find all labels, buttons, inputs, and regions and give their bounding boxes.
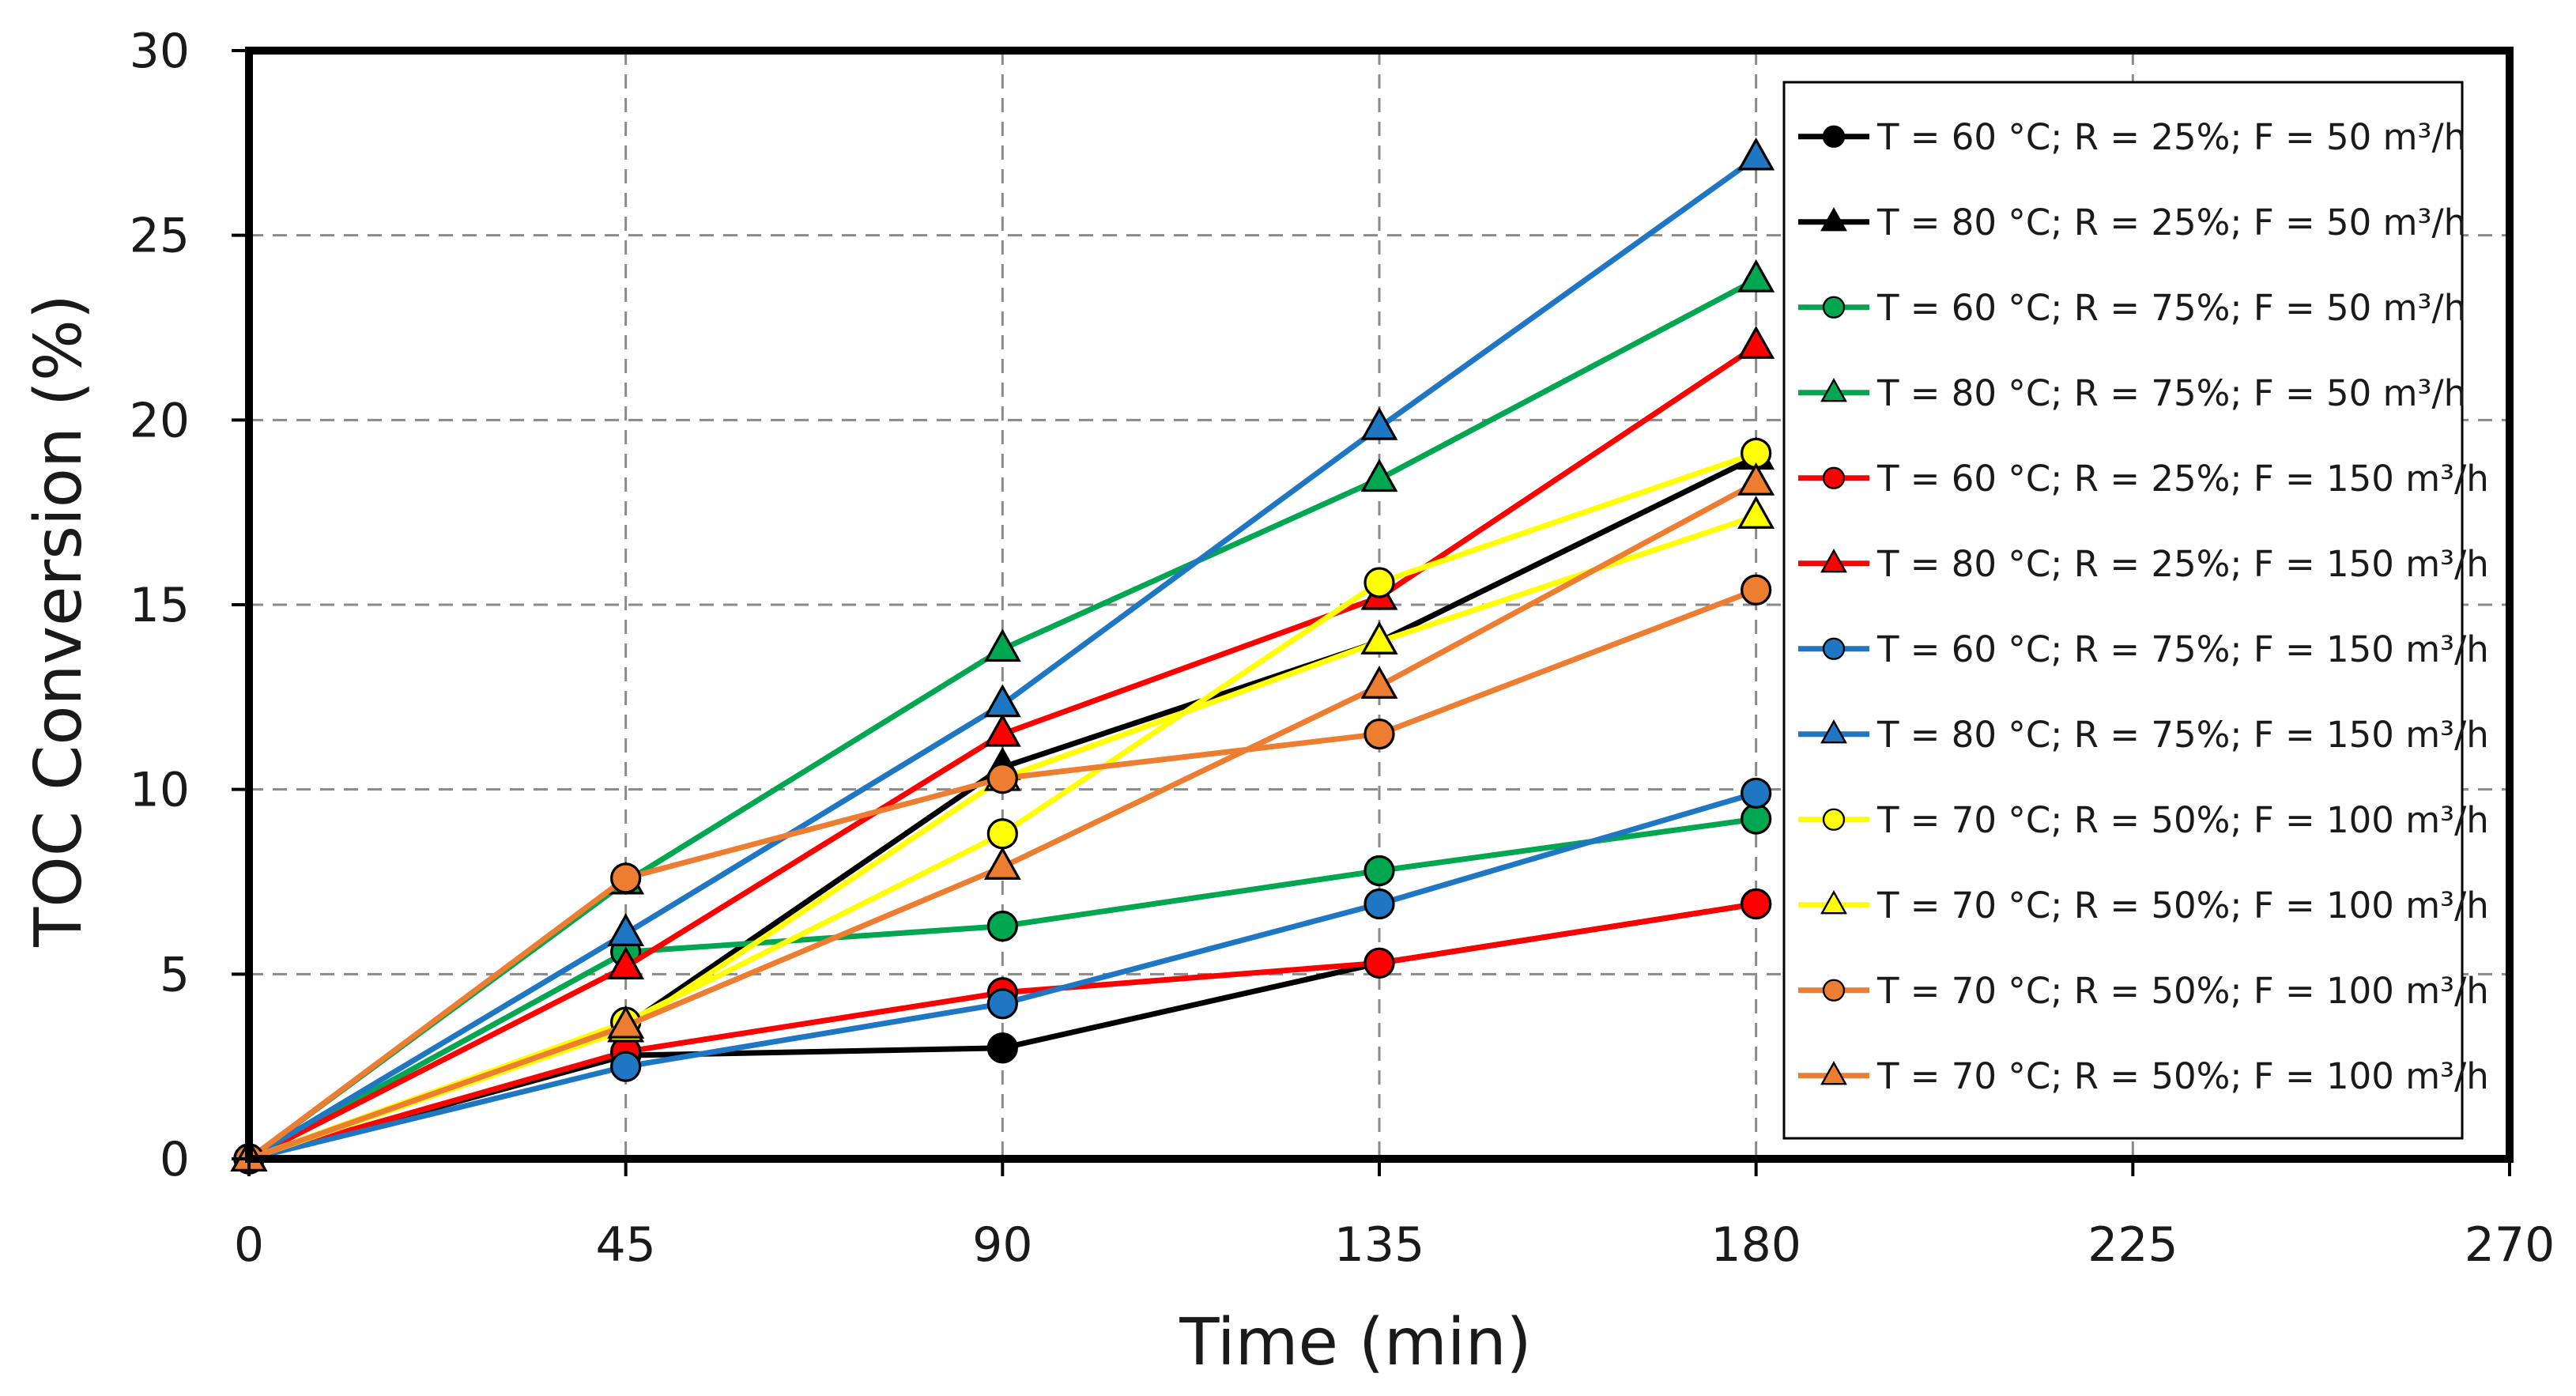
legend-entry: T = 70 °C; R = 50%; F = 100 m³/h [1798, 885, 2489, 926]
data-point-triangle [1360, 406, 1398, 440]
data-point-triangle [983, 684, 1021, 718]
y-axis-title: TOC Conversion (%) [21, 294, 96, 948]
data-point-triangle [1737, 462, 1775, 496]
legend-label: T = 80 °C; R = 75%; F = 150 m³/h [1876, 714, 2489, 756]
legend-entry: T = 60 °C; R = 75%; F = 150 m³/h [1798, 628, 2489, 670]
legend-label: T = 60 °C; R = 25%; F = 50 m³/h [1876, 116, 2466, 158]
data-point-circle [1741, 574, 1772, 606]
x-axis-title: Time (min) [1179, 1305, 1531, 1380]
data-point-circle [1363, 718, 1395, 750]
legend-label: T = 80 °C; R = 25%; F = 150 m³/h [1876, 543, 2489, 585]
data-point-circle [986, 988, 1018, 1020]
legend-entry: T = 80 °C; R = 75%; F = 150 m³/h [1798, 714, 2489, 756]
data-point-triangle [1360, 666, 1398, 699]
legend-label: T = 80 °C; R = 25%; F = 50 m³/h [1876, 202, 2466, 243]
data-point-circle [1822, 125, 1846, 148]
data-point-circle [1363, 855, 1395, 887]
legend-label: T = 70 °C; R = 50%; F = 100 m³/h [1876, 1055, 2489, 1097]
x-tick-label: 270 [2465, 1217, 2555, 1273]
x-tick-label: 135 [1334, 1217, 1425, 1273]
data-point-triangle [1820, 890, 1847, 915]
legend-label: T = 60 °C; R = 25%; F = 150 m³/h [1876, 458, 2489, 500]
legend-entry: T = 60 °C; R = 25%; F = 50 m³/h [1798, 116, 2466, 158]
legend-entry: T = 80 °C; R = 75%; F = 50 m³/h [1798, 372, 2466, 414]
data-point-triangle [607, 913, 645, 946]
data-point-triangle [983, 846, 1021, 880]
data-point-triangle [1737, 496, 1775, 529]
data-series [230, 137, 1775, 1175]
data-point-circle [610, 862, 642, 894]
data-point-circle [1822, 296, 1846, 319]
data-point-triangle [983, 628, 1021, 662]
data-point-triangle [1360, 458, 1398, 492]
legend-entry: T = 80 °C; R = 25%; F = 50 m³/h [1798, 202, 2466, 243]
y-tick-label: 15 [130, 578, 190, 633]
legend-entry: T = 70 °C; R = 50%; F = 100 m³/h [1798, 970, 2489, 1012]
legend-label: T = 60 °C; R = 75%; F = 50 m³/h [1876, 287, 2466, 329]
data-point-triangle [607, 1005, 645, 1039]
data-point-triangle [1820, 719, 1847, 744]
y-tick-label: 0 [160, 1132, 190, 1187]
data-point-circle [986, 763, 1018, 794]
data-point-circle [1741, 777, 1772, 809]
y-tick-label: 10 [130, 763, 190, 818]
legend: T = 60 °C; R = 25%; F = 50 m³/h T = 80 °C… [1782, 81, 2489, 1140]
data-point-circle [1363, 888, 1395, 920]
legend-entry: T = 80 °C; R = 25%; F = 150 m³/h [1798, 543, 2489, 585]
data-point-triangle [1820, 207, 1847, 232]
data-point-circle [986, 1032, 1018, 1064]
legend-label: T = 70 °C; R = 50%; F = 100 m³/h [1876, 970, 2489, 1012]
data-point-circle [1741, 803, 1772, 835]
data-point-circle [1822, 979, 1846, 1002]
data-point-circle [1363, 567, 1395, 598]
x-tick-label: 90 [972, 1217, 1032, 1273]
y-tick-label: 25 [130, 209, 190, 264]
y-tick-label: 30 [130, 24, 190, 79]
axis-ticks: 0 45 90 135 180 225 270 0 5 10 15 20 25 30 [130, 24, 2555, 1273]
legend-label: T = 80 °C; R = 75%; F = 50 m³/h [1876, 372, 2466, 414]
legend-label: T = 70 °C; R = 50%; F = 100 m³/h [1876, 799, 2489, 841]
legend-entry: T = 60 °C; R = 25%; F = 150 m³/h [1798, 458, 2489, 500]
x-tick-label: 45 [595, 1217, 655, 1273]
legend-entry: T = 70 °C; R = 50%; F = 100 m³/h [1798, 1055, 2489, 1097]
data-point-triangle [1820, 549, 1847, 573]
data-point-circle [1822, 466, 1846, 489]
data-point-circle [1741, 888, 1772, 920]
data-point-triangle [983, 713, 1021, 747]
data-point-circle [610, 1051, 642, 1082]
x-tick-label: 225 [2088, 1217, 2178, 1273]
data-point-circle [1822, 808, 1846, 831]
legend-entry: T = 60 °C; R = 75%; F = 50 m³/h [1798, 287, 2466, 329]
data-point-triangle [1360, 621, 1398, 655]
data-point-triangle [607, 946, 645, 980]
legend-label: T = 60 °C; R = 75%; F = 150 m³/h [1876, 628, 2489, 670]
legend-label: T = 70 °C; R = 50%; F = 100 m³/h [1876, 885, 2489, 926]
y-tick-label: 5 [160, 947, 190, 1002]
legend-entry: T = 70 °C; R = 50%; F = 100 m³/h [1798, 799, 2489, 841]
data-point-triangle [1737, 326, 1775, 359]
x-tick-label: 180 [1710, 1217, 1801, 1273]
data-point-triangle [1820, 1061, 1847, 1085]
data-point-circle [986, 818, 1018, 850]
x-tick-label: 0 [234, 1217, 264, 1273]
y-tick-label: 20 [130, 393, 190, 448]
data-point-triangle [1737, 258, 1775, 292]
data-point-circle [1822, 637, 1846, 660]
data-point-circle [1363, 947, 1395, 979]
data-point-triangle [1820, 378, 1847, 402]
legend-box [1782, 81, 2464, 1140]
data-point-circle [986, 910, 1018, 942]
data-point-triangle [1737, 137, 1775, 171]
